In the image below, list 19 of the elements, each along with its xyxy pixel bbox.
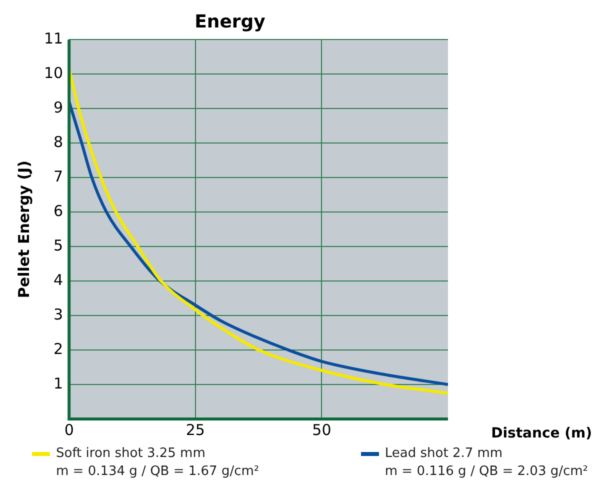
y-tick-label: 2: [54, 340, 64, 358]
y-tick-label: 8: [54, 132, 64, 151]
chart-title: Energy: [194, 11, 266, 32]
y-tick-label: 6: [54, 202, 64, 220]
y-tick-label: 7: [54, 167, 64, 186]
y-tick-label: 9: [54, 98, 64, 116]
x-axis-title: Distance (m): [491, 426, 592, 442]
x-tick-label: 0: [64, 420, 74, 439]
legend-label: Lead shot 2.7 mm m = 0.116 g / QB = 2.03 g/cm²: [384, 445, 588, 481]
x-tick-label: 25: [186, 420, 205, 439]
y-tick-label: 4: [54, 270, 64, 289]
legend-label: Soft iron shot 3.25 mm m = 0.134 g / QB = 1.67 g/cm²: [56, 445, 260, 481]
y-axis-title: Pellet Energy (J): [14, 160, 33, 298]
y-tick-label: 5: [54, 236, 64, 254]
x-tick-label: 50: [312, 420, 332, 439]
y-tick-label: 11: [44, 29, 64, 48]
y-tick-label: 1: [54, 374, 64, 392]
y-tick-label: 10: [44, 64, 64, 82]
y-tick-label: 3: [54, 305, 64, 324]
